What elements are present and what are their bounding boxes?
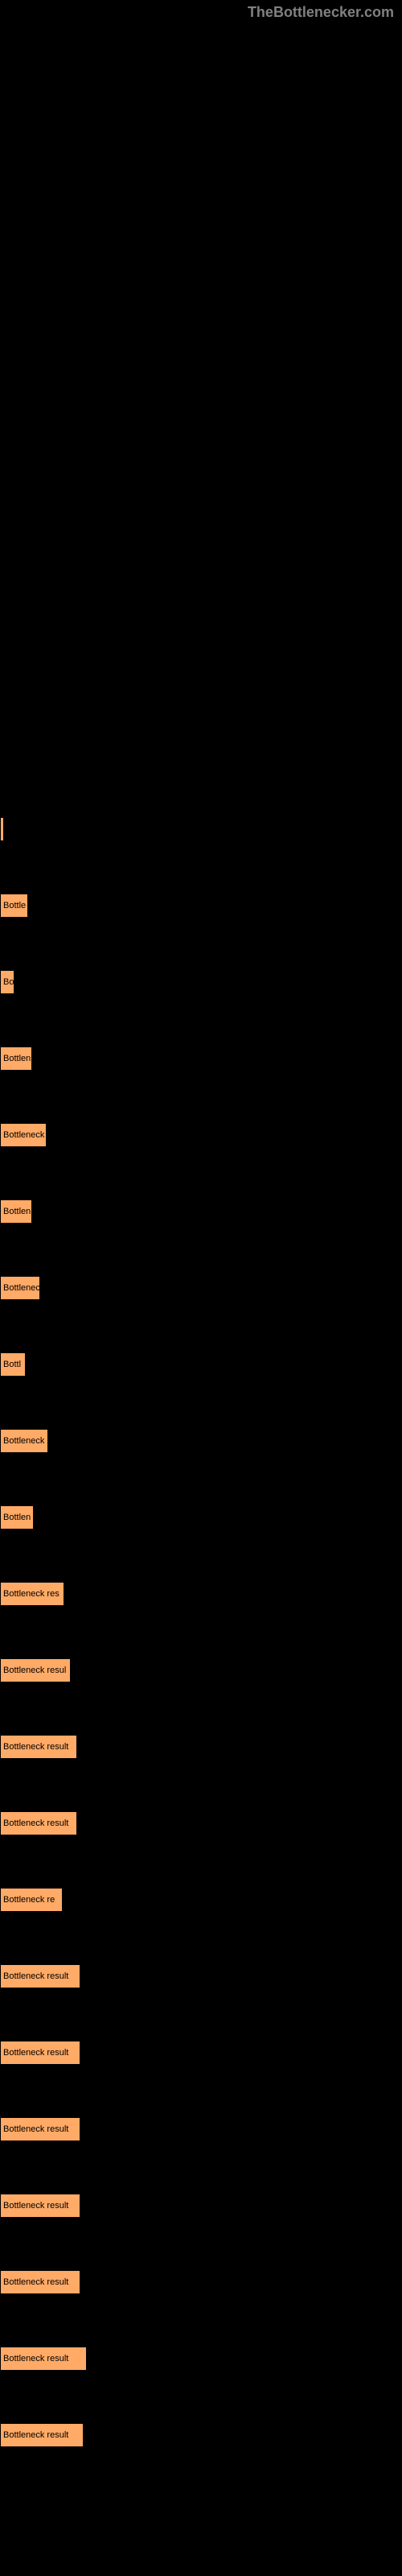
bar: Bottlen	[0, 1199, 32, 1224]
bar: Bottleneck result	[0, 1811, 77, 1835]
bar-row: Bottlen	[0, 1505, 34, 1530]
bar: Bottle	[0, 894, 28, 918]
bar-row: Bottleneck result	[0, 2270, 80, 2294]
bar: Bottleneck res	[0, 1582, 64, 1606]
bar-row: Bottleneck result	[0, 2194, 80, 2218]
bar-row: Bottleneck result	[0, 2041, 80, 2065]
bar: Bo	[0, 970, 14, 994]
bar: Bottleneck result	[0, 2270, 80, 2294]
bar-row: Bottlenec	[0, 1276, 40, 1300]
bar-row: Bottleneck result	[0, 2423, 84, 2447]
bar: Bottleneck re	[0, 1888, 63, 1912]
bar: Bottleneck result	[0, 2347, 87, 2371]
bar-row: Bottleneck res	[0, 1582, 64, 1606]
bar-row: Bottleneck result	[0, 1811, 77, 1835]
bar-row: Bottleneck result	[0, 2347, 87, 2371]
bar: Bottlenec	[0, 1276, 40, 1300]
bar: Bottleneck result	[0, 2423, 84, 2447]
bar-row: Bottlen	[0, 1199, 32, 1224]
bar-row: Bottleneck result	[0, 2117, 80, 2141]
bar-row: Bottleneck	[0, 1429, 48, 1453]
bar-row: Bottleneck	[0, 1123, 47, 1147]
bar-row: Bottle	[0, 894, 28, 918]
bar	[0, 817, 4, 841]
bar: Bottleneck	[0, 1429, 48, 1453]
bar: Bottleneck result	[0, 2117, 80, 2141]
bar-row: Bottleneck re	[0, 1888, 63, 1912]
bar: Bottleneck	[0, 1123, 47, 1147]
bar: Bottleneck result	[0, 1735, 77, 1759]
bar-row: Bottlen	[0, 1046, 32, 1071]
bar: Bottlen	[0, 1046, 32, 1071]
bar-row: Bottl	[0, 1352, 26, 1377]
bar: Bottleneck result	[0, 1964, 80, 1988]
bar-row: Bottleneck result	[0, 1964, 80, 1988]
bar: Bottlen	[0, 1505, 34, 1530]
bar: Bottleneck result	[0, 2194, 80, 2218]
bar-row: Bo	[0, 970, 14, 994]
watermark: TheBottlenecker.com	[248, 4, 394, 21]
chart-container: TheBottlenecker.com Bottle Bo Bottlen Bottl…	[0, 0, 402, 2576]
bar: Bottleneck resul	[0, 1658, 71, 1682]
bar: Bottleneck result	[0, 2041, 80, 2065]
bar-row: Bottleneck resul	[0, 1658, 71, 1682]
bar-row: Bottleneck result	[0, 1735, 77, 1759]
bar: Bottl	[0, 1352, 26, 1377]
bar-row	[0, 817, 4, 841]
